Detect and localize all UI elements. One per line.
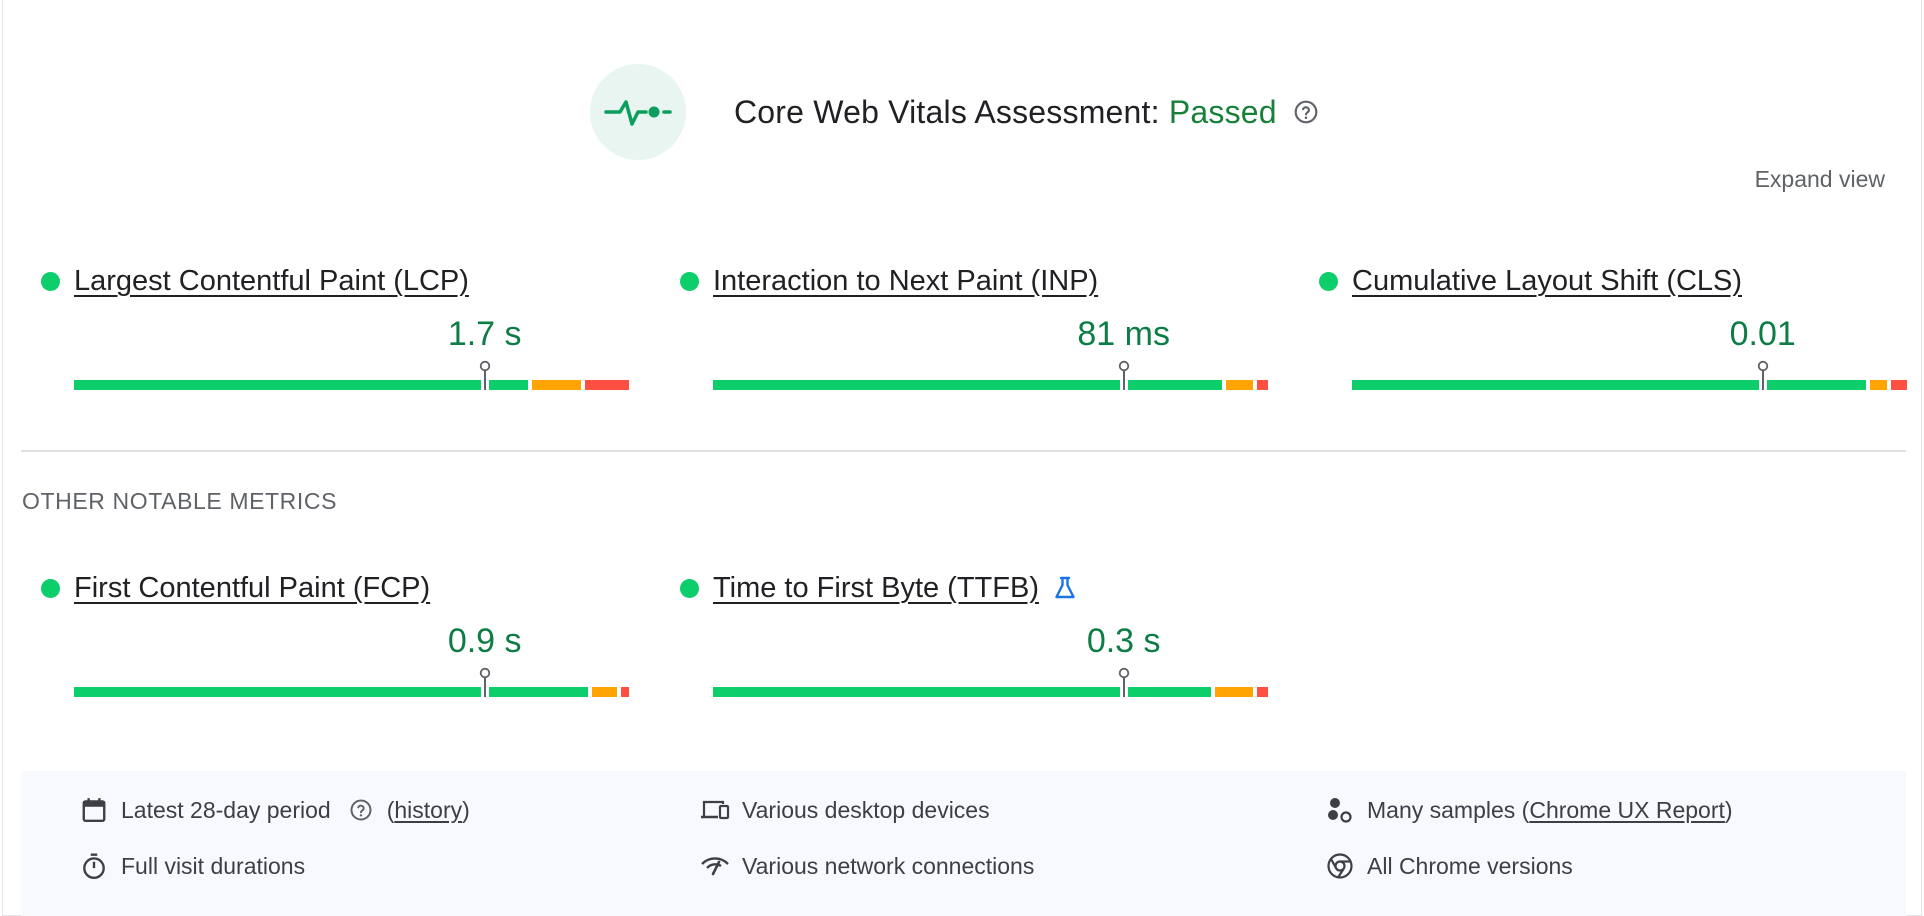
metric-name-link[interactable]: Interaction to Next Paint (INP) — [713, 264, 1099, 297]
needs-improvement-segment — [532, 380, 582, 390]
status-good-dot — [41, 271, 60, 291]
assessment-header: Core Web Vitals Assessment: Passed — [590, 64, 1319, 160]
samples-text: Many samples ( — [1367, 796, 1530, 823]
distribution-bar — [713, 360, 1268, 390]
period-text: Latest 28-day period — [121, 796, 331, 823]
devices-icon — [700, 795, 730, 825]
metric-cls: Cumulative Layout Shift (CLS) 0.01 — [1319, 261, 1911, 390]
field-data-footer: Latest 28-day period (history) Full visi… — [21, 771, 1906, 916]
help-circle-icon[interactable] — [1293, 99, 1319, 125]
durations-info: Full visit durations — [79, 851, 305, 881]
heartbeat-icon — [590, 64, 686, 160]
other-metrics-heading: OTHER NOTABLE METRICS — [22, 488, 338, 514]
poor-segment — [1257, 687, 1268, 697]
percentile-marker — [1118, 360, 1129, 390]
good-segment — [713, 687, 1211, 697]
metric-name-link[interactable]: Cumulative Layout Shift (CLS) — [1352, 264, 1743, 297]
flask-icon[interactable] — [1053, 575, 1077, 601]
needs-improvement-segment — [1225, 380, 1254, 390]
metric-name-link[interactable]: Largest Contentful Paint (LCP) — [74, 264, 469, 297]
samples-info: Many samples (Chrome UX Report) — [1325, 795, 1733, 825]
assessment-status: Passed — [1168, 93, 1277, 130]
help-circle-icon[interactable] — [349, 798, 373, 822]
metric-value: 0.3 s — [1086, 622, 1161, 660]
needs-improvement-segment — [1870, 380, 1887, 390]
paren-close: ) — [1724, 796, 1733, 823]
metric-value: 1.7 s — [447, 315, 522, 353]
history-link[interactable]: history — [394, 796, 463, 823]
status-good-dot — [680, 271, 699, 291]
needs-improvement-segment — [592, 687, 617, 697]
metric-ttfb: Time to First Byte (TTFB) 0.3 s — [680, 568, 1272, 697]
metric-fcp: First Contentful Paint (FCP) 0.9 s — [41, 568, 633, 697]
metric-name-link[interactable]: Time to First Byte (TTFB) — [713, 571, 1039, 604]
poor-segment — [620, 687, 629, 697]
metric-value: 0.9 s — [447, 622, 522, 660]
devices-text: Various desktop devices — [742, 796, 990, 823]
metric-name-link[interactable]: First Contentful Paint (FCP) — [74, 571, 431, 604]
good-segment — [74, 687, 589, 697]
expand-view-button[interactable]: Expand view — [1754, 166, 1885, 192]
network-icon — [700, 851, 730, 881]
percentile-marker — [479, 667, 490, 697]
poor-segment — [585, 380, 629, 390]
good-segment — [713, 380, 1222, 390]
status-good-dot — [680, 578, 699, 598]
calendar-icon — [79, 795, 109, 825]
samples-icon — [1325, 795, 1355, 825]
durations-text: Full visit durations — [121, 852, 306, 879]
chrome-ux-report-link[interactable]: Chrome UX Report — [1529, 796, 1725, 823]
needs-improvement-segment — [1214, 687, 1254, 697]
metric-value: 0.01 — [1729, 315, 1796, 353]
metric-inp: Interaction to Next Paint (INP) 81 ms — [680, 261, 1272, 390]
paren-open: ( — [386, 796, 395, 823]
distribution-bar — [1352, 360, 1907, 390]
good-segment — [74, 380, 528, 390]
percentile-marker — [479, 360, 490, 390]
metric-lcp: Largest Contentful Paint (LCP) 1.7 s — [41, 261, 633, 390]
status-good-dot — [1319, 271, 1338, 291]
network-text: Various network connections — [742, 852, 1035, 879]
distribution-bar — [713, 667, 1268, 697]
percentile-marker — [1757, 360, 1768, 390]
chrome-icon — [1325, 851, 1355, 881]
period-info: Latest 28-day period (history) — [79, 795, 470, 825]
metric-value: 81 ms — [1077, 315, 1170, 353]
paren-close: ) — [462, 796, 470, 823]
devices-info: Various desktop devices — [700, 795, 990, 825]
section-divider — [21, 450, 1906, 452]
chrome-text: All Chrome versions — [1367, 852, 1573, 879]
good-segment — [1352, 380, 1867, 390]
network-info: Various network connections — [700, 851, 1034, 881]
distribution-bar — [74, 360, 629, 390]
percentile-marker — [1118, 667, 1129, 697]
status-good-dot — [41, 578, 60, 598]
stopwatch-icon — [79, 851, 109, 881]
poor-segment — [1890, 380, 1907, 390]
assessment-label: Core Web Vitals Assessment: — [734, 93, 1160, 130]
poor-segment — [1257, 380, 1268, 390]
distribution-bar — [74, 667, 629, 697]
chrome-info: All Chrome versions — [1325, 851, 1573, 881]
assessment-title: Core Web Vitals Assessment: Passed — [734, 94, 1277, 131]
